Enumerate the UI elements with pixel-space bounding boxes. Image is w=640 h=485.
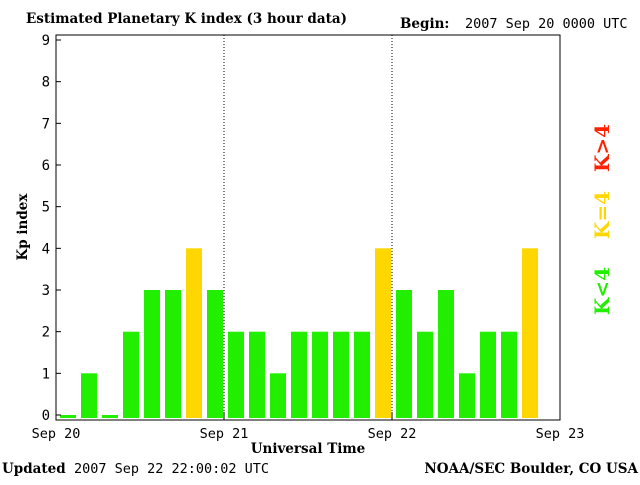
- kp-bar: [123, 331, 139, 418]
- y-tick-label: 1: [42, 366, 50, 382]
- y-axis-label: Kp index: [15, 193, 31, 261]
- kp-bar: [249, 331, 265, 418]
- kp-bar: [165, 290, 181, 418]
- plot-frame: [55, 34, 561, 421]
- kp-bar: [312, 331, 328, 418]
- bars-group: [60, 248, 538, 418]
- x-tick-label: Sep 22: [368, 426, 417, 442]
- kp-bar: [501, 331, 517, 418]
- kp-bar: [396, 290, 412, 418]
- x-tick-label: Sep 20: [32, 426, 81, 442]
- kp-bar: [144, 290, 160, 418]
- x-tick-label: Sep 21: [200, 426, 249, 442]
- kp-bar: [480, 331, 496, 418]
- begin-value: 2007 Sep 20 0000 UTC: [465, 16, 628, 32]
- kp-bar: [417, 331, 433, 418]
- source-label: NOAA/SEC Boulder, CO USA: [424, 461, 638, 477]
- updated-label: Updated: [2, 461, 66, 477]
- updated-value: 2007 Sep 22 22:00:02 UTC: [74, 461, 269, 477]
- y-tick-label: 5: [42, 200, 50, 216]
- kp-bar: [207, 290, 223, 418]
- begin-label: Begin:: [400, 16, 449, 32]
- kp-bar: [291, 331, 307, 418]
- kp-bar: [522, 248, 538, 418]
- kp-bar: [102, 415, 118, 418]
- y-tick-label: 6: [42, 158, 50, 174]
- kp-bar: [60, 415, 76, 418]
- kp-bar: [186, 248, 202, 418]
- y-tick-label: 2: [42, 325, 50, 341]
- kp-bar: [438, 290, 454, 418]
- kp-bar: [354, 331, 370, 418]
- y-tick-label: 4: [42, 241, 50, 257]
- y-tick-label: 8: [42, 75, 50, 91]
- y-tick-label: 9: [42, 33, 50, 49]
- kp-bar: [459, 373, 475, 418]
- legend-above: K>4: [590, 124, 614, 172]
- y-ticks-group: 0 1 2 3 4 5 6 7 8 9: [42, 33, 61, 424]
- legend-equal: K=4: [590, 191, 614, 239]
- y-tick-label: 0: [42, 408, 50, 424]
- kp-bar: [270, 373, 286, 418]
- kp-bar: [228, 331, 244, 418]
- kp-bar: [375, 248, 391, 418]
- x-axis-label: Universal Time: [251, 441, 366, 457]
- y-tick-label: 7: [42, 116, 50, 132]
- x-tick-label: Sep 23: [536, 426, 585, 442]
- legend-below: K<4: [590, 267, 614, 315]
- y-tick-label: 3: [42, 283, 50, 299]
- kp-bar: [333, 331, 349, 418]
- kp-bar: [81, 373, 97, 418]
- x-ticks-group: Sep 20 Sep 21 Sep 22 Sep 23: [32, 412, 585, 442]
- chart-title: Estimated Planetary K index (3 hour data…: [26, 11, 347, 27]
